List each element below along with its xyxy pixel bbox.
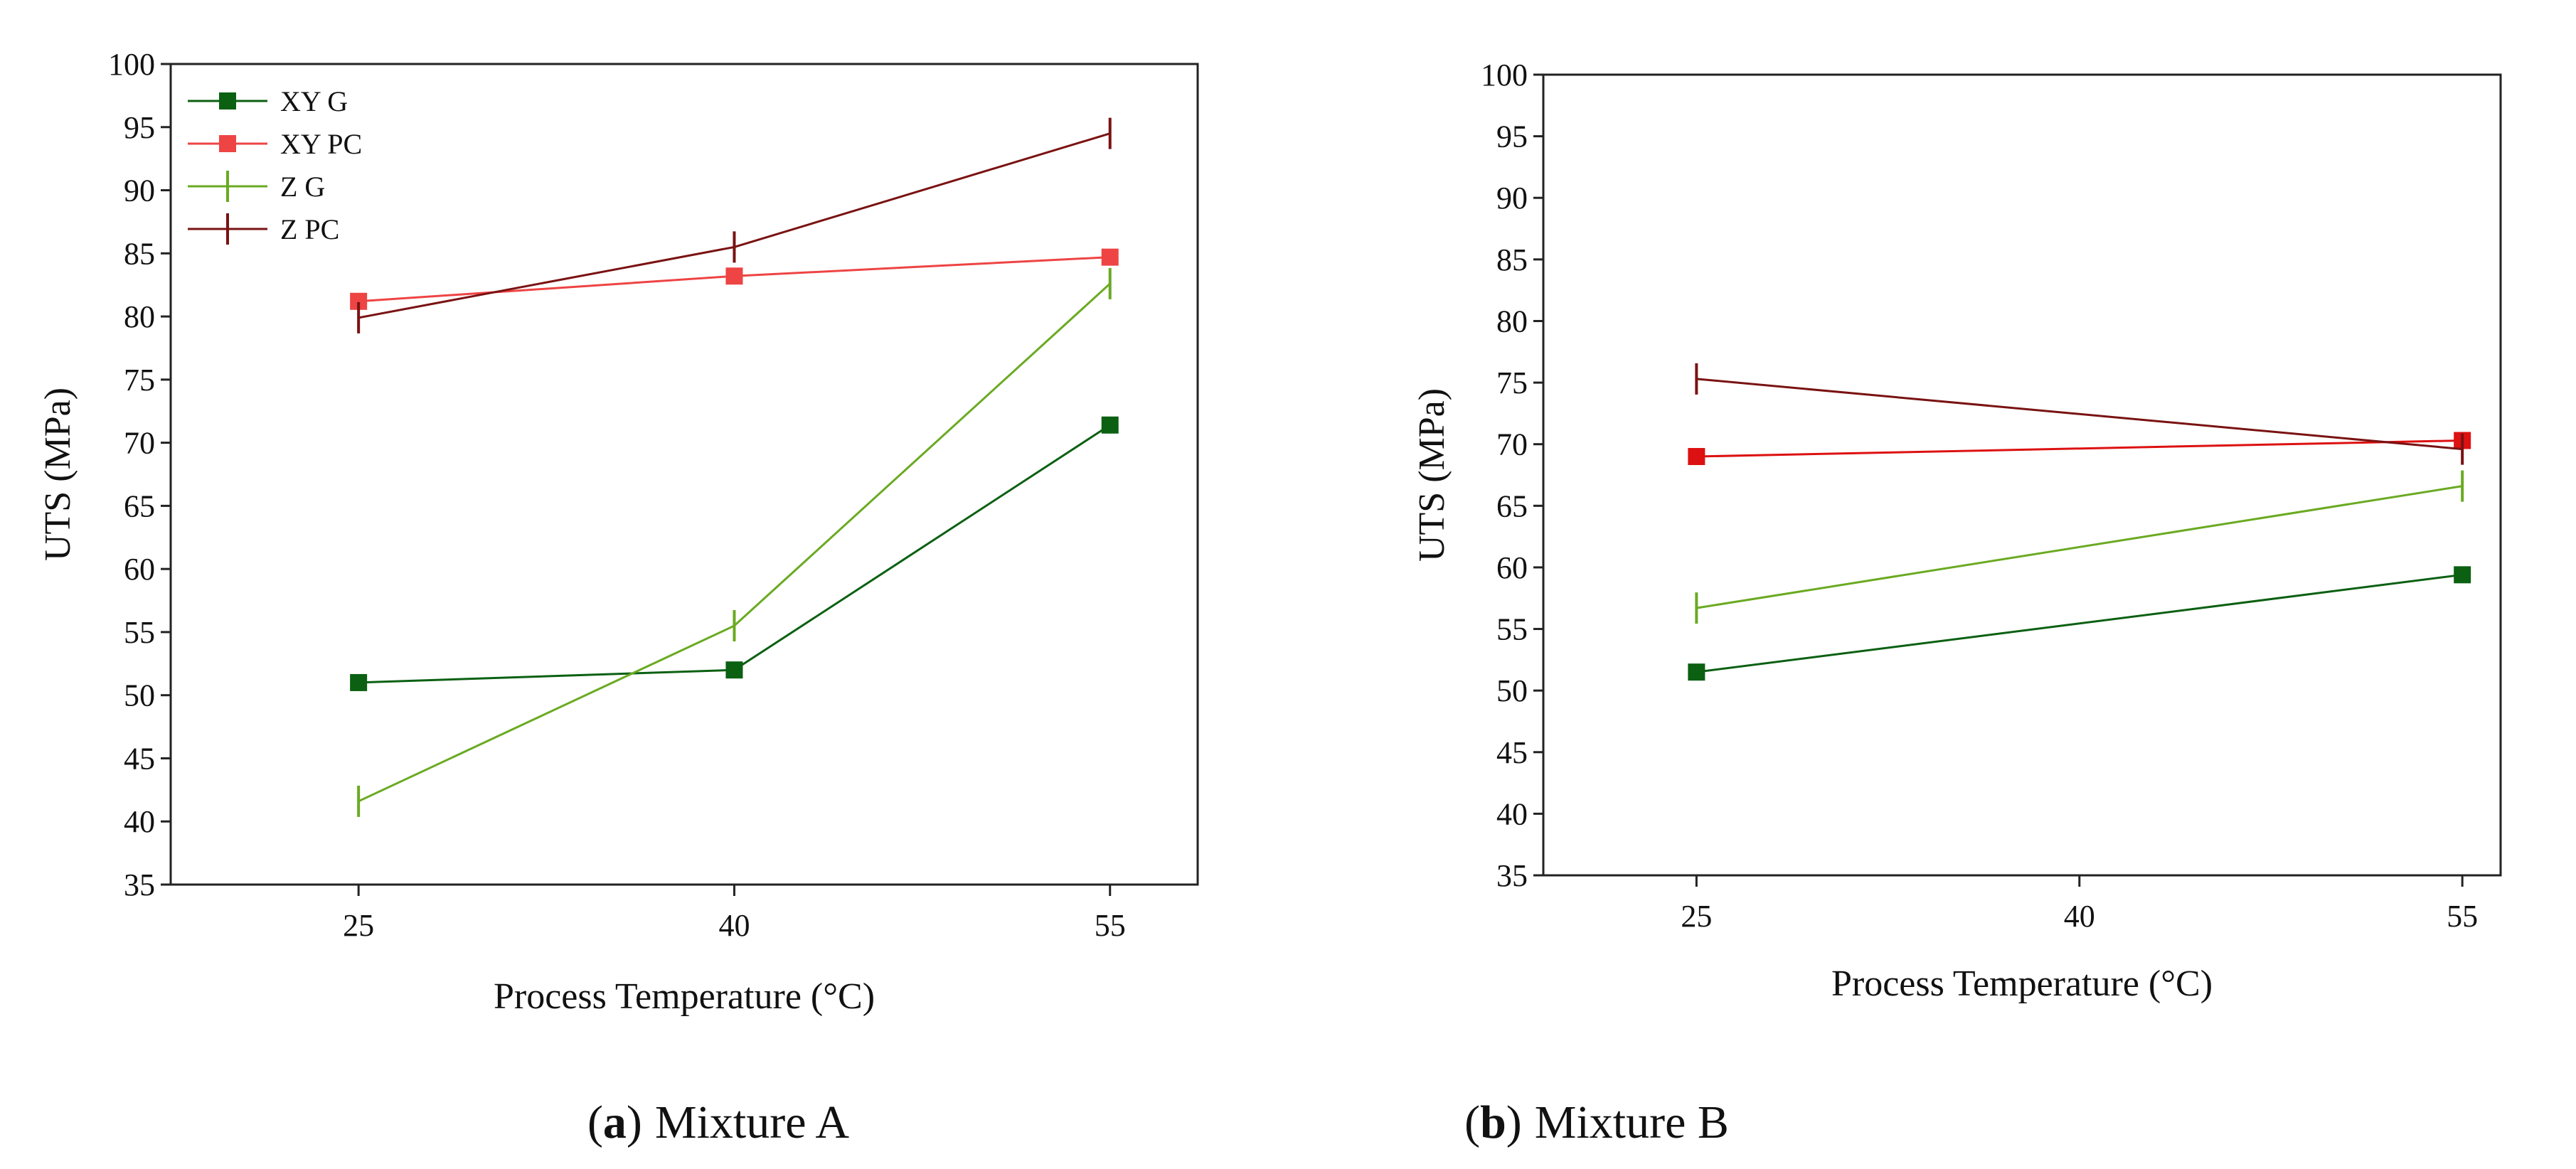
y-tick-label-b: 40 [1496, 796, 1528, 831]
data-point-xy-g-a [725, 661, 743, 679]
x-tick-label-a: 40 [718, 908, 750, 943]
y-tick-label-a: 100 [108, 47, 155, 82]
y-axis-title-b: UTS (MPa) [1412, 388, 1452, 562]
data-point-xy-g-b [1688, 663, 1705, 681]
y-tick-label-a: 70 [124, 426, 155, 461]
plot-frame-a [169, 63, 1199, 886]
data-point-xy-g-b [2454, 566, 2471, 584]
x-axis-title-b: Process Temperature (°C) [1831, 964, 2213, 1004]
x-axis-title-a: Process Temperature (°C) [494, 976, 875, 1017]
x-axis-b: 25 40 55 [1681, 875, 2478, 934]
caption-b-text: Mixture B [1535, 1096, 1729, 1148]
y-tick-label-a: 85 [124, 236, 155, 271]
series-layer-a [350, 117, 1119, 817]
x-tick-label-a: 55 [1095, 908, 1126, 943]
y-tick-label-b: 75 [1496, 365, 1528, 400]
y-tick-label-b: 35 [1496, 858, 1528, 893]
y-tick-label-b: 60 [1496, 550, 1528, 585]
x-axis-a: 25 40 55 [343, 885, 1126, 943]
legend-a: XY G XY PC Z G Z PC [188, 85, 362, 245]
y-tick-label-b: 50 [1496, 673, 1528, 708]
y-tick-label-a: 65 [124, 489, 155, 523]
caption-b-open: ( [1464, 1096, 1480, 1148]
y-tick-label-b: 45 [1496, 735, 1528, 770]
series-line-z-g-b [1696, 485, 2463, 609]
y-tick-label-a: 45 [124, 741, 155, 776]
y-tick-label-a: 55 [124, 615, 155, 650]
legend-label-z-g: Z G [280, 171, 325, 203]
data-point-xy-g-a [350, 673, 368, 691]
y-tick-label-b: 85 [1496, 242, 1528, 277]
caption-b: (b) Mixture B [1464, 1096, 1729, 1148]
y-tick-label-a: 90 [124, 174, 155, 208]
x-tick-label-a: 25 [343, 908, 374, 943]
y-tick-label-a: 50 [124, 678, 155, 713]
series-layer-b [1688, 363, 2471, 681]
y-tick-label-b: 90 [1496, 181, 1528, 215]
series-line-xy-g-b [1696, 573, 2463, 673]
y-tick-label-b: 80 [1496, 304, 1528, 338]
x-tick-label-b: 40 [2064, 899, 2095, 934]
caption-b-letter: b [1480, 1096, 1506, 1148]
y-tick-label-b: 65 [1496, 489, 1528, 523]
legend-marker-xy-pc [219, 135, 236, 152]
data-point-xy-g-a [1101, 416, 1119, 434]
y-tick-label-a: 80 [124, 299, 155, 334]
series-line-xy-g-a [358, 424, 1111, 684]
series-line-z-pc-a [358, 132, 1111, 319]
data-point-xy-pc-a [1101, 248, 1119, 266]
chart-panel-a: 35 40 45 50 55 60 65 70 75 80 85 90 95 100 25 40 55 XY … [38, 47, 1199, 1017]
caption-a-text: Mixture A [655, 1096, 849, 1148]
y-tick-label-b: 95 [1496, 119, 1528, 154]
data-point-xy-pc-a [725, 267, 743, 285]
y-tick-label-a: 35 [124, 868, 155, 902]
caption-a-close: ) [627, 1096, 642, 1148]
y-tick-label-b: 70 [1496, 427, 1528, 462]
y-tick-label-a: 75 [124, 363, 155, 397]
series-line-z-pc-b [1696, 378, 2463, 451]
legend-label-xy-pc: XY PC [280, 128, 362, 160]
caption-a: (a) Mixture A [587, 1096, 849, 1148]
legend-label-z-pc: Z PC [280, 213, 339, 245]
series-line-z-g-a [358, 282, 1111, 803]
x-tick-label-b: 55 [2447, 899, 2478, 934]
y-tick-label-a: 95 [124, 110, 155, 145]
plot-frame-b [1542, 73, 2502, 877]
legend-label-xy-g: XY G [280, 85, 348, 117]
y-axis-a: 35 40 45 50 55 60 65 70 75 80 85 90 95 100 [108, 47, 171, 902]
y-tick-label-b: 100 [1481, 58, 1528, 92]
y-axis-b: 35 40 45 50 55 60 65 70 75 80 85 90 95 100 [1481, 58, 1543, 893]
y-tick-label-b: 55 [1496, 612, 1528, 647]
caption-a-letter: a [603, 1096, 627, 1148]
caption-b-close: ) [1506, 1096, 1522, 1148]
y-tick-label-a: 40 [124, 804, 155, 839]
y-tick-label-a: 60 [124, 552, 155, 587]
x-tick-label-b: 25 [1681, 899, 1712, 934]
y-axis-title-a: UTS (MPa) [38, 388, 78, 561]
data-point-xy-pc-b [1688, 448, 1705, 466]
chart-panel-b: 35 40 45 50 55 60 65 70 75 80 85 90 95 100 25 40 55 Pro… [1412, 58, 2502, 1004]
caption-a-open: ( [587, 1096, 603, 1148]
legend-marker-xy-g [219, 92, 236, 110]
series-line-xy-pc-b [1696, 439, 2463, 458]
